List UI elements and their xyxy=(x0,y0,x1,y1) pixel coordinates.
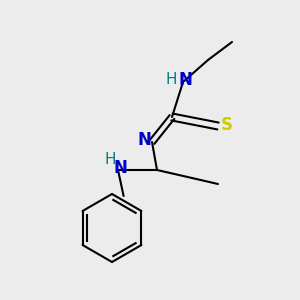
Text: H: H xyxy=(104,152,116,167)
Text: N: N xyxy=(178,71,192,89)
Text: S: S xyxy=(221,116,233,134)
Text: H: H xyxy=(165,73,177,88)
Text: N: N xyxy=(113,159,127,177)
Text: N: N xyxy=(137,131,151,149)
